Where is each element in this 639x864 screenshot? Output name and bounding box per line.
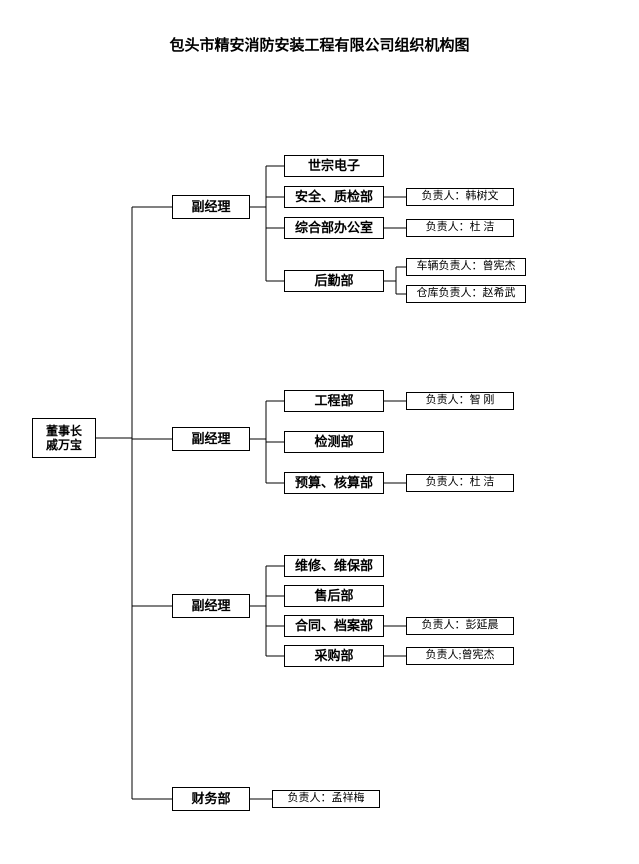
node-d3c: 合同、档案部: [284, 615, 384, 637]
org-chart-canvas: 包头市精安消防安装工程有限公司组织机构图 董事长 戚万宝副经理世宗电子安全、质检…: [0, 0, 639, 864]
node-d1c_p: 负责人：杜 洁: [406, 219, 514, 237]
node-d2b: 检测部: [284, 431, 384, 453]
node-d3c_p: 负责人：彭延晨: [406, 617, 514, 635]
node-root: 董事长 戚万宝: [32, 418, 96, 458]
node-fin: 财务部: [172, 787, 250, 811]
node-d1a: 世宗电子: [284, 155, 384, 177]
node-d1c: 综合部办公室: [284, 217, 384, 239]
node-d2c: 预算、核算部: [284, 472, 384, 494]
chart-title: 包头市精安消防安装工程有限公司组织机构图: [0, 34, 639, 55]
node-d1d: 后勤部: [284, 270, 384, 292]
node-d3a: 维修、维保部: [284, 555, 384, 577]
node-dgm2: 副经理: [172, 427, 250, 451]
node-d1d_p1: 车辆负责人：曾宪杰: [406, 258, 526, 276]
node-d3b: 售后部: [284, 585, 384, 607]
node-dgm3: 副经理: [172, 594, 250, 618]
node-d3d_p: 负责人;曾宪杰: [406, 647, 514, 665]
node-d1d_p2: 仓库负责人：赵希武: [406, 285, 526, 303]
node-d1b_p: 负责人：韩树文: [406, 188, 514, 206]
node-dgm1: 副经理: [172, 195, 250, 219]
node-fin_p: 负责人：孟祥梅: [272, 790, 380, 808]
node-d2a: 工程部: [284, 390, 384, 412]
node-d2c_p: 负责人：杜 洁: [406, 474, 514, 492]
node-d1b: 安全、质检部: [284, 186, 384, 208]
node-d2a_p: 负责人：智 刚: [406, 392, 514, 410]
node-d3d: 采购部: [284, 645, 384, 667]
